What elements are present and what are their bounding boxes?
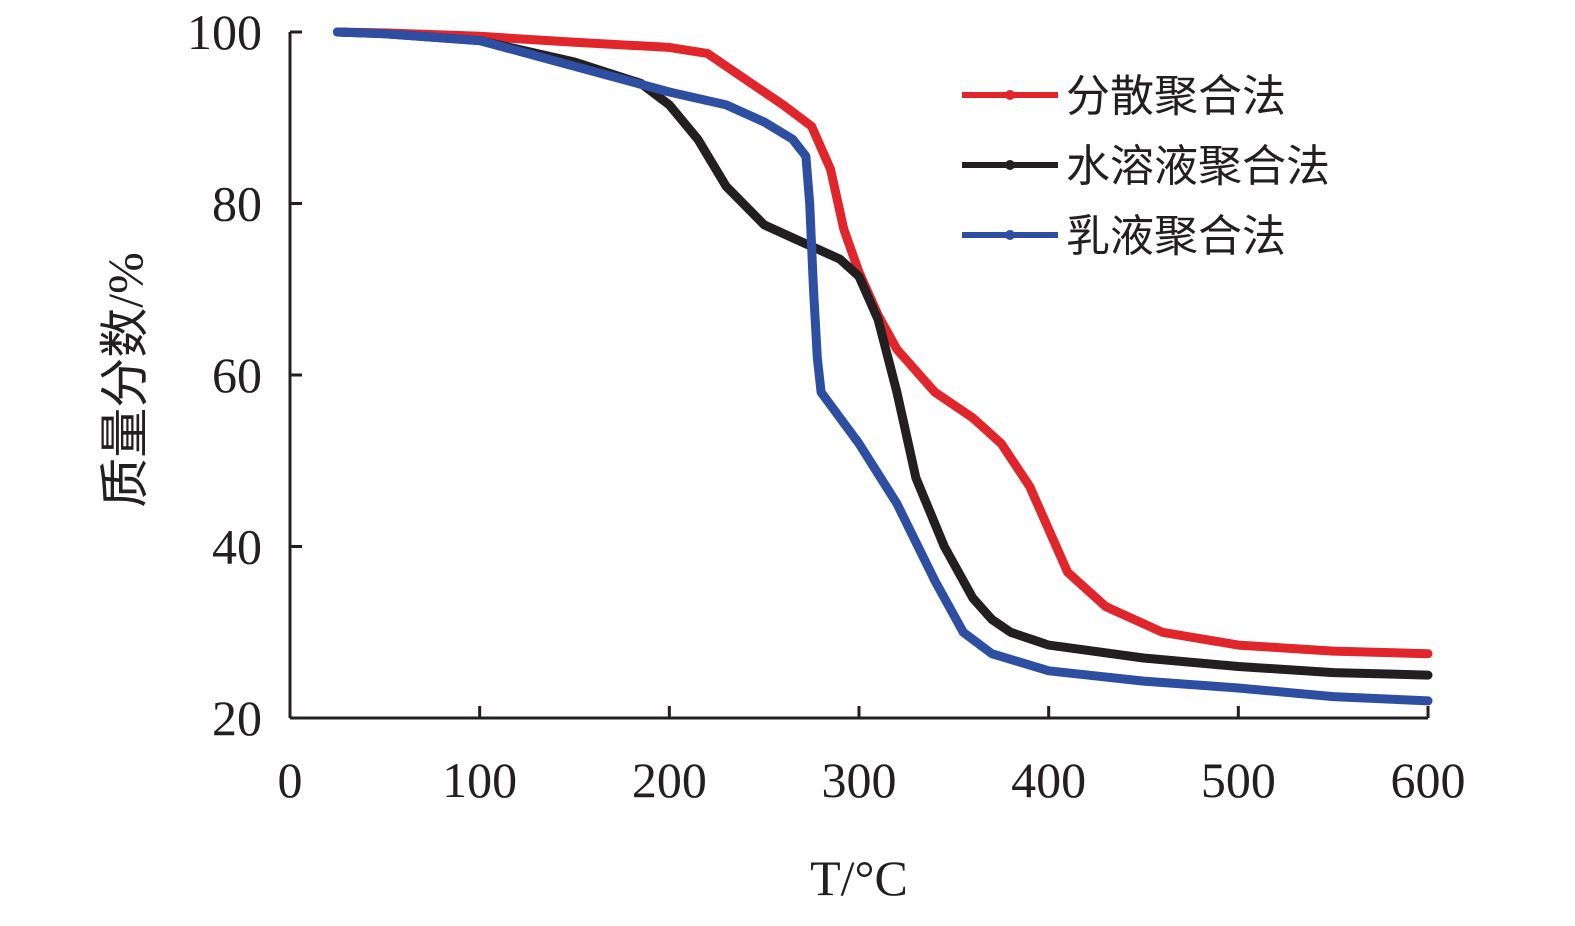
legend-swatch-marker: [1005, 160, 1015, 170]
y-tick-label: 40: [212, 519, 262, 575]
y-tick-label: 20: [212, 690, 262, 746]
y-tick-label: 100: [187, 4, 262, 60]
x-tick-label: 100: [442, 752, 517, 808]
x-tick-label: 0: [278, 752, 303, 808]
y-tick-label: 60: [212, 347, 262, 403]
legend-label: 水溶液聚合法: [1066, 141, 1330, 192]
series-line-3: [332, 27, 1433, 706]
legend-label: 分散聚合法: [1066, 71, 1286, 122]
legend-item: 乳液聚合法: [962, 211, 1286, 262]
legend-label: 乳液聚合法: [1066, 211, 1286, 262]
x-axis-title: T/°C: [810, 850, 908, 906]
axes: [288, 32, 1428, 720]
legend-swatch-marker: [1005, 90, 1015, 100]
x-tick-label: 400: [1011, 752, 1086, 808]
x-tick-label: 500: [1201, 752, 1276, 808]
tick-labels: 20 40 60 80 100 0 100 200 300 400 500 600: [187, 4, 1466, 808]
series-layer: [332, 27, 1433, 706]
legend-item: 水溶液聚合法: [962, 141, 1330, 192]
series-line-2: [332, 27, 1433, 680]
x-tick-label: 200: [632, 752, 707, 808]
y-tick-label: 80: [212, 176, 262, 232]
x-tick-label: 300: [822, 752, 897, 808]
tick-marks: [290, 30, 1430, 720]
legend-swatch-marker: [1005, 230, 1015, 240]
legend-item: 分散聚合法: [962, 71, 1286, 122]
y-axis-title: 质量分数/%: [97, 252, 153, 508]
x-tick-label: 600: [1391, 752, 1466, 808]
